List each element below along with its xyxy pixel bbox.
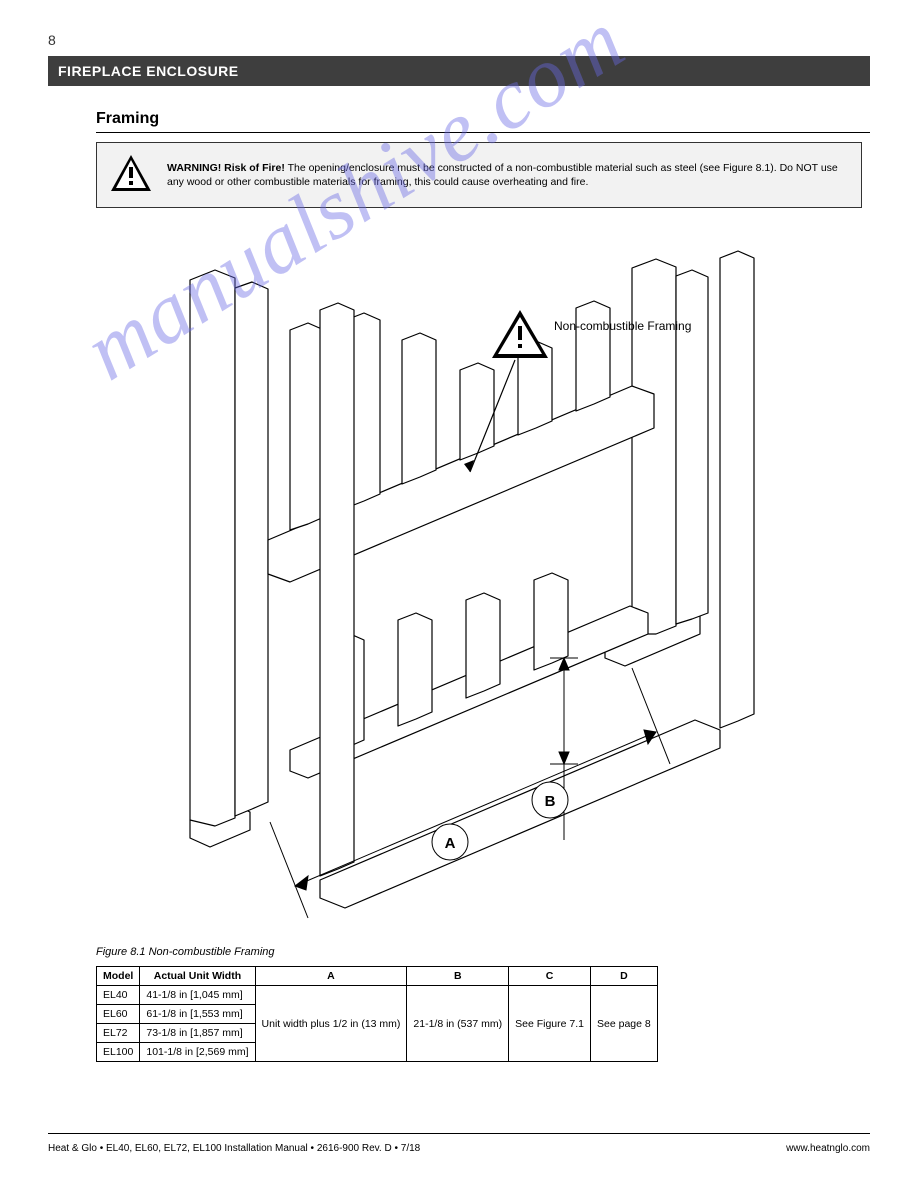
cell-width: 101-1/8 in [2,569 mm] — [140, 1043, 255, 1062]
col-d: D — [591, 967, 658, 986]
cell-c: See Figure 7.1 — [509, 986, 591, 1062]
col-b: B — [407, 967, 509, 986]
cell-width: 41-1/8 in [1,045 mm] — [140, 986, 255, 1005]
figure-caption: Figure 8.1 Non-combustible Framing — [96, 946, 275, 958]
dim-a-marker: A — [445, 835, 456, 852]
page-number-top: 8 — [48, 32, 56, 48]
header-bar: FIREPLACE ENCLOSURE — [48, 56, 870, 86]
framing-diagram: Non-combustible Framing A B — [120, 220, 800, 940]
framing-spec-table: Model Actual Unit Width A B C D EL40 41-… — [96, 966, 658, 1062]
cell-model: EL60 — [97, 1005, 140, 1024]
diagram-callout: Non-combustible Framing — [554, 319, 691, 333]
table-row: EL40 41-1/8 in [1,045 mm] Unit width plu… — [97, 986, 658, 1005]
footer-left: Heat & Glo • EL40, EL60, EL72, EL100 Ins… — [48, 1143, 420, 1154]
cell-a: Unit width plus 1/2 in (13 mm) — [255, 986, 407, 1062]
col-a: A — [255, 967, 407, 986]
cell-b: 21-1/8 in (537 mm) — [407, 986, 509, 1062]
warning-lead: WARNING! Risk of Fire! — [167, 162, 285, 174]
warning-icon — [109, 153, 153, 198]
dim-b-marker: B — [545, 793, 556, 810]
section-title: Framing — [96, 110, 159, 128]
cell-width: 73-1/8 in [1,857 mm] — [140, 1024, 255, 1043]
cell-model: EL72 — [97, 1024, 140, 1043]
col-width: Actual Unit Width — [140, 967, 255, 986]
footer-rule — [48, 1133, 870, 1134]
cell-model: EL40 — [97, 986, 140, 1005]
cell-d: See page 8 — [591, 986, 658, 1062]
cell-model: EL100 — [97, 1043, 140, 1062]
warning-text: WARNING! Risk of Fire! The opening/enclo… — [167, 161, 849, 189]
warning-box: WARNING! Risk of Fire! The opening/enclo… — [96, 142, 862, 208]
footer-right: www.heatnglo.com — [786, 1143, 870, 1154]
table-header-row: Model Actual Unit Width A B C D — [97, 967, 658, 986]
title-rule — [96, 132, 870, 133]
col-model: Model — [97, 967, 140, 986]
col-c: C — [509, 967, 591, 986]
cell-width: 61-1/8 in [1,553 mm] — [140, 1005, 255, 1024]
